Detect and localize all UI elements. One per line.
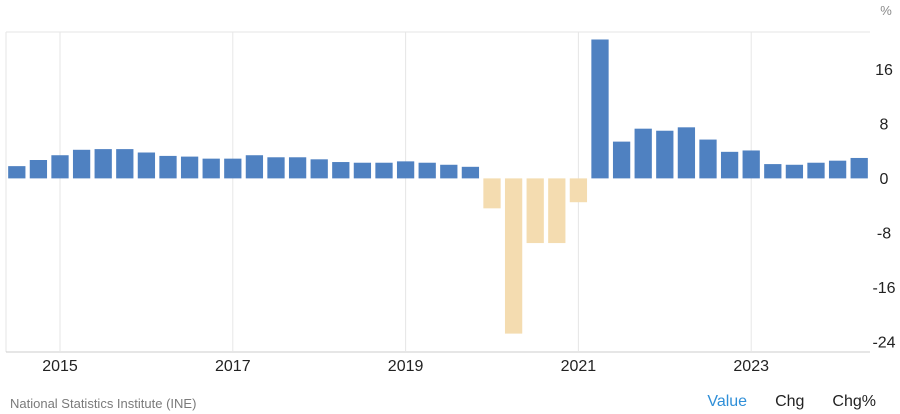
bar (245, 155, 264, 179)
bar (634, 128, 652, 179)
y-tick-label: -24 (872, 334, 895, 351)
bar (461, 166, 480, 179)
bar (807, 162, 825, 179)
y-axis-labels: 16 8 0 -8 -16 -24 (872, 62, 895, 351)
bar (8, 166, 26, 179)
chart: 16 8 0 -8 -16 -24 2015 2017 2019 2021 2023 % (5, 3, 896, 375)
x-axis-labels: 2015 2017 2019 2021 2023 (42, 358, 769, 375)
bar (548, 178, 566, 244)
y-tick-label: 16 (875, 62, 893, 79)
bar (742, 150, 760, 179)
y-tick-label: 0 (880, 171, 889, 188)
x-tick-label: 2023 (733, 358, 769, 375)
bar (526, 178, 544, 244)
bar (267, 157, 285, 179)
bar (699, 139, 717, 179)
x-tick-label: 2019 (388, 358, 424, 375)
view-tabs: Value Chg Chg% (707, 393, 876, 411)
bar (418, 162, 436, 179)
bar (656, 130, 674, 179)
x-tick-label: 2015 (42, 358, 78, 375)
bar (288, 157, 307, 179)
bar (591, 39, 609, 179)
bar (612, 141, 631, 179)
bar (116, 149, 134, 179)
footer: National Statistics Institute (INE) Valu… (0, 388, 900, 414)
tab-chg-pct[interactable]: Chg% (832, 393, 876, 410)
grid-layer (5, 31, 870, 353)
source-label: National Statistics Institute (INE) (10, 396, 197, 411)
y-tick-label: -8 (877, 225, 891, 242)
tab-value[interactable]: Value (707, 393, 748, 410)
bar (850, 157, 868, 179)
bar (353, 162, 372, 179)
bar (51, 155, 69, 179)
bar (224, 158, 242, 179)
bar (72, 149, 91, 179)
bar (828, 160, 847, 179)
bar (332, 162, 350, 179)
bar (94, 149, 112, 179)
bar (396, 161, 415, 179)
bar (375, 162, 393, 179)
y-tick-label: 8 (880, 116, 889, 133)
y-unit-label: % (880, 3, 892, 18)
tab-chg[interactable]: Chg (775, 393, 805, 410)
x-tick-label: 2017 (215, 358, 251, 375)
bar (483, 178, 501, 209)
bar (504, 178, 523, 334)
bar (310, 159, 328, 179)
bars-layer (8, 39, 868, 334)
bar (764, 164, 782, 179)
x-tick-label: 2021 (561, 358, 597, 375)
bar (29, 160, 48, 179)
bar (569, 178, 588, 203)
bar (440, 164, 458, 179)
bar (785, 164, 804, 179)
bar (137, 152, 156, 179)
bar (677, 127, 696, 179)
bar (180, 156, 199, 179)
y-tick-label: -16 (872, 280, 895, 297)
bar (159, 155, 177, 179)
bar (202, 158, 220, 179)
bar (720, 151, 739, 179)
